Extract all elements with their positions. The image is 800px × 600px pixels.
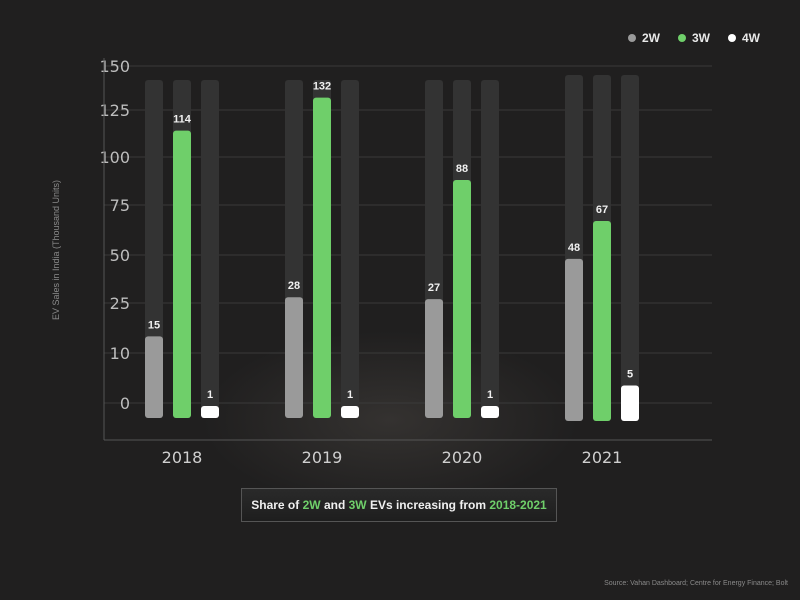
callout-text: and (320, 498, 349, 512)
legend-label: 3W (692, 31, 710, 45)
legend-dot-icon (628, 34, 636, 42)
bar-3w (593, 221, 611, 421)
data-label: 1 (487, 389, 493, 401)
data-label: 48 (568, 242, 580, 254)
data-label: 1 (207, 389, 213, 401)
bar-4w (481, 406, 499, 418)
x-tick-label: 2020 (442, 448, 483, 467)
legend-item-4w: 4W (728, 31, 760, 45)
y-tick-label: 100 (99, 148, 130, 167)
y-tick-label: 150 (99, 57, 130, 76)
callout-3w: 3W (348, 498, 367, 512)
y-axis-label: EV Sales in India (Thousand Units) (51, 179, 61, 321)
data-label: 114 (173, 114, 192, 126)
bar-track (341, 80, 359, 418)
bar-3w (313, 97, 331, 419)
legend: 2W 3W 4W (628, 31, 760, 45)
callout-text: Share of (251, 498, 303, 512)
x-tick-label: 2021 (582, 448, 623, 467)
bar-2w (145, 336, 163, 418)
x-tick-label: 2019 (302, 448, 343, 467)
data-label: 67 (596, 204, 608, 216)
bar-track (481, 80, 499, 418)
y-tick-label: 50 (110, 246, 130, 265)
legend-label: 4W (742, 31, 760, 45)
data-label: 27 (428, 282, 440, 294)
y-tick-label: 25 (110, 294, 130, 313)
data-label: 88 (456, 163, 468, 175)
y-tick-label: 125 (99, 101, 130, 120)
x-tick-label: 2018 (162, 448, 203, 467)
legend-label: 2W (642, 31, 660, 45)
y-tick-label: 75 (110, 196, 130, 215)
bar-4w (341, 406, 359, 418)
legend-item-2w: 2W (628, 31, 660, 45)
legend-dot-icon (678, 34, 686, 42)
data-label: 15 (148, 319, 160, 331)
bar-track (145, 80, 163, 418)
bar-3w (453, 180, 471, 418)
legend-dot-icon (728, 34, 736, 42)
y-tick-label: 10 (110, 344, 130, 363)
bar-2w (285, 297, 303, 418)
data-label: 5 (627, 369, 633, 381)
source-note: Source: Vahan Dashboard; Centre for Ener… (604, 580, 788, 587)
callout-box: Share of 2W and 3W EVs increasing from 2… (241, 488, 557, 522)
bar-track (201, 80, 219, 418)
bar-4w (621, 385, 639, 421)
callout-years: 2018-2021 (489, 498, 547, 512)
data-label: 1 (347, 389, 353, 401)
y-tick-label: 0 (120, 394, 130, 413)
bar-4w (201, 406, 219, 418)
bar-2w (565, 258, 583, 421)
callout-2w: 2W (302, 498, 321, 512)
bar-2w (425, 299, 443, 418)
callout-text: EVs increasing from (366, 498, 490, 512)
background-glow (200, 330, 580, 510)
bar-track (621, 75, 639, 421)
data-label: 28 (288, 280, 300, 292)
legend-item-3w: 3W (678, 31, 710, 45)
bar-3w (173, 130, 191, 418)
data-label: 132 (313, 81, 331, 93)
